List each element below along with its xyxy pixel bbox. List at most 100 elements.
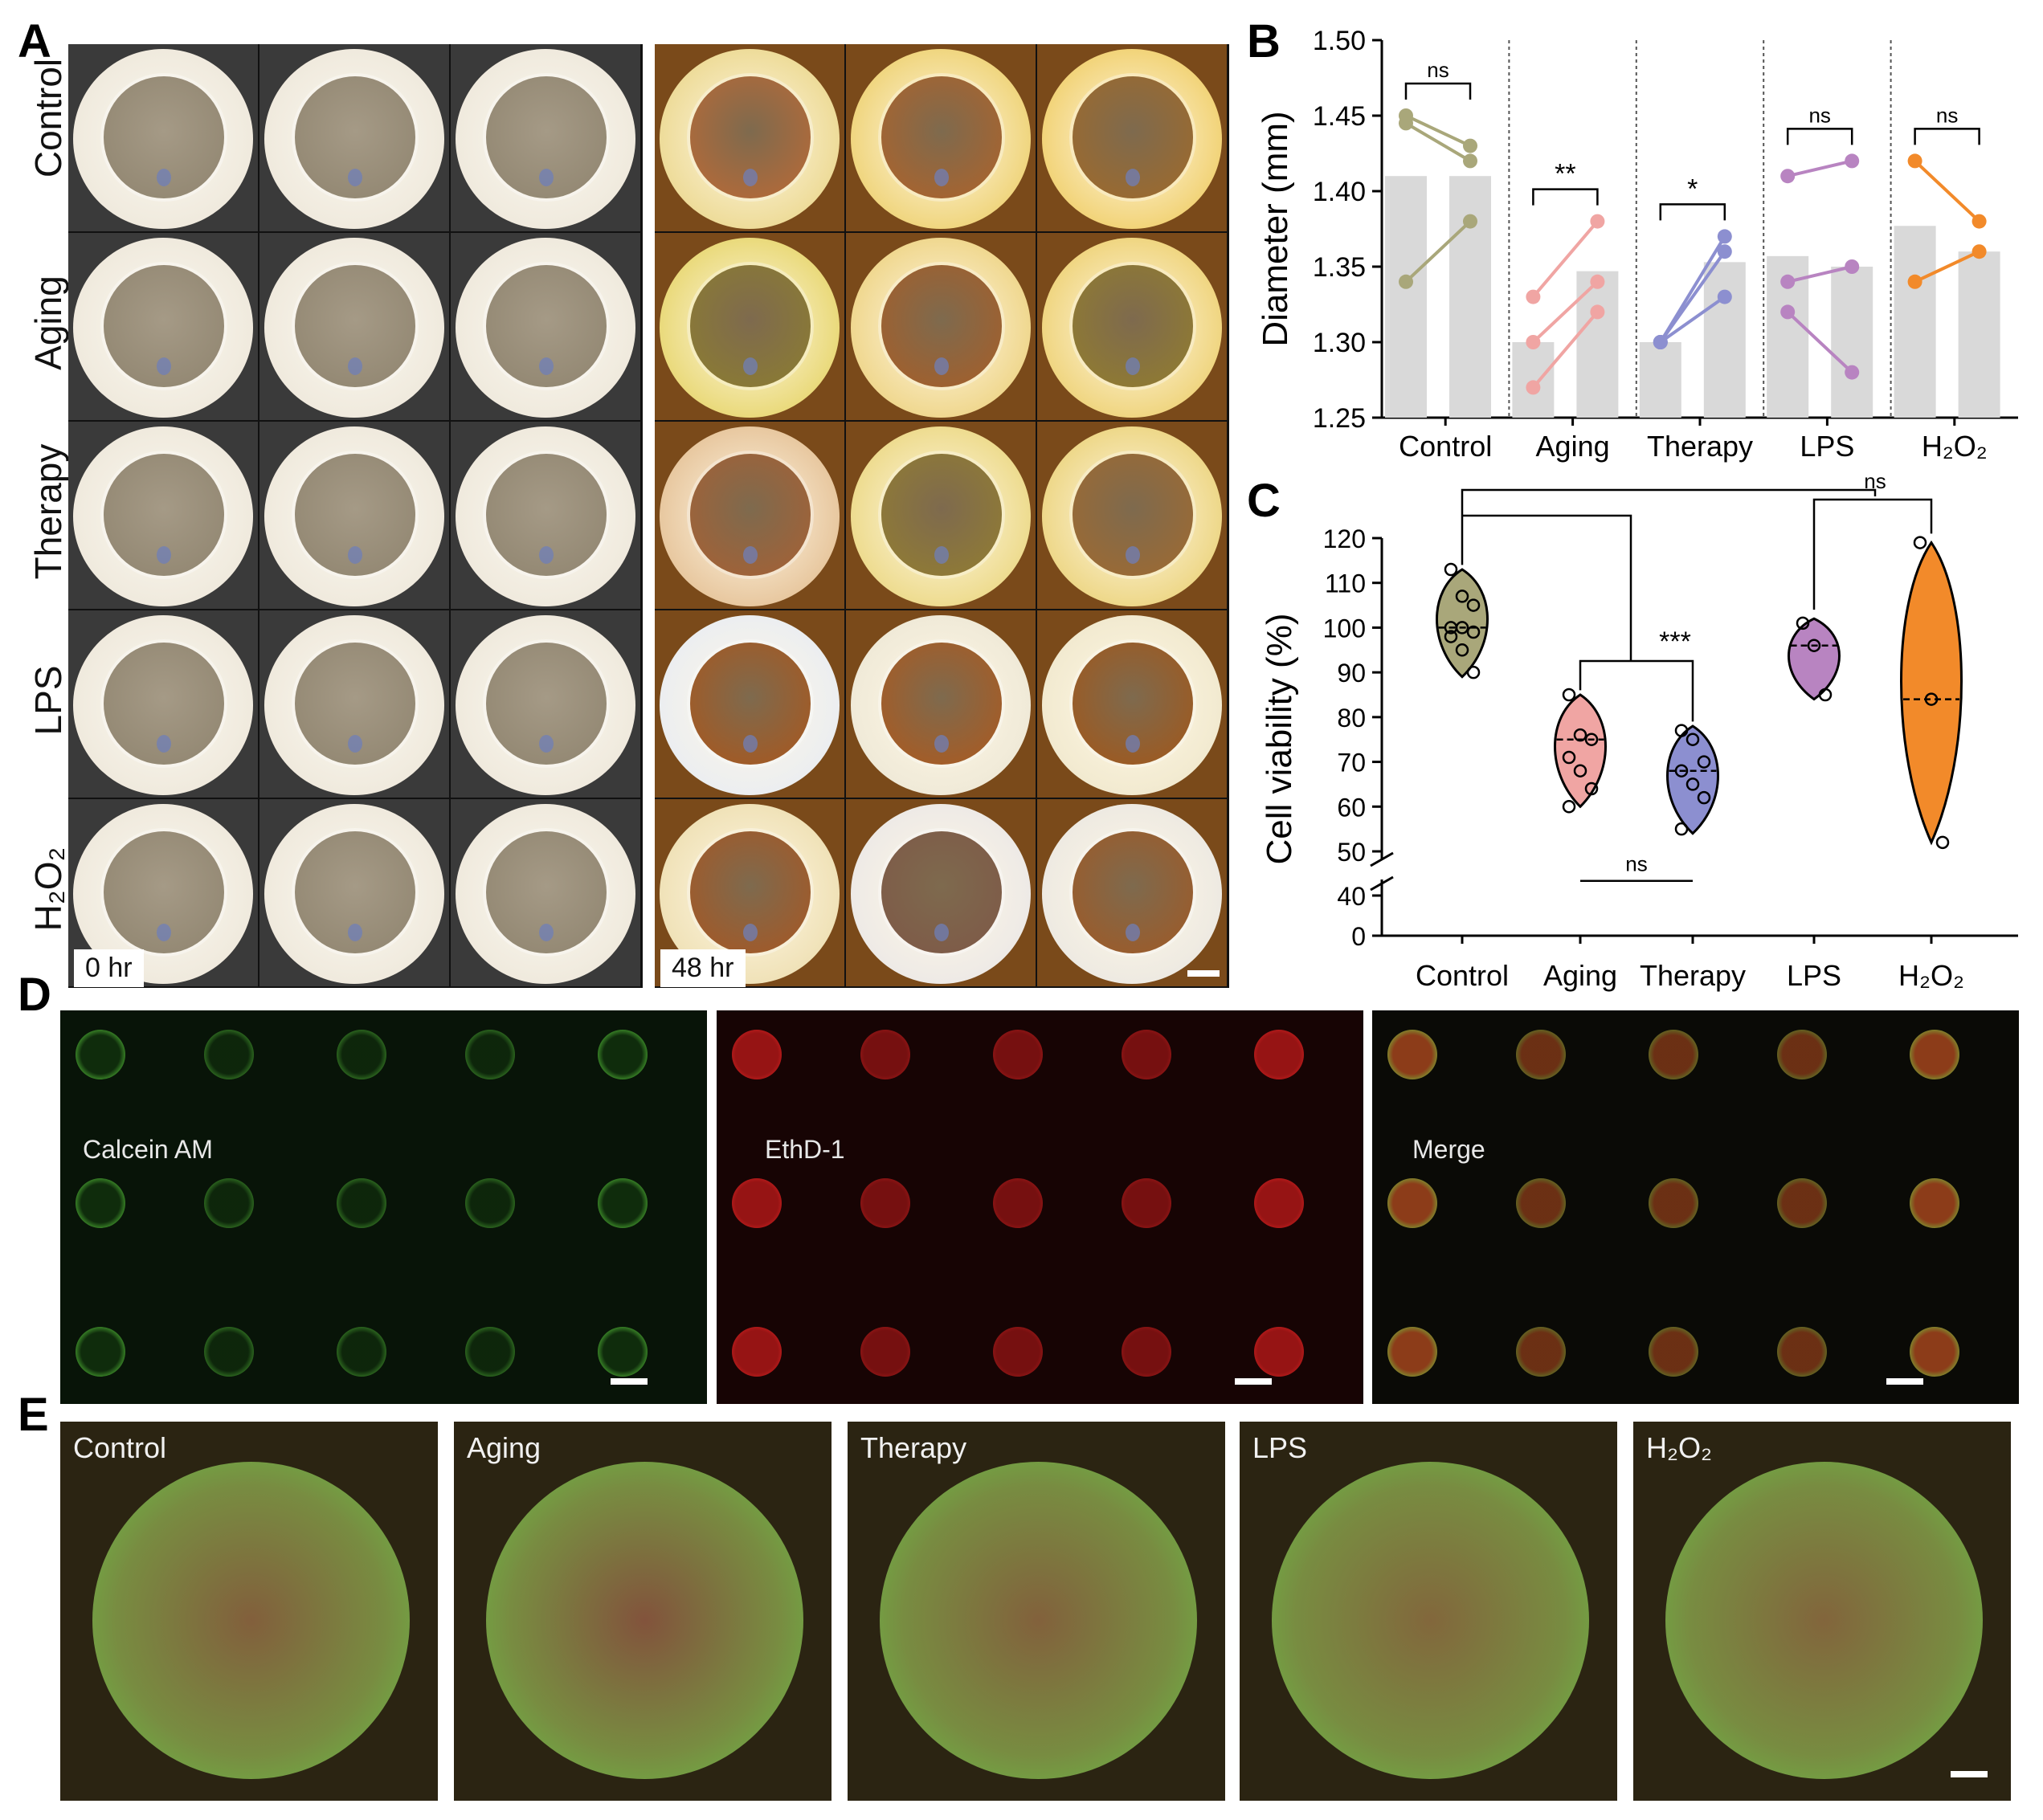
organoid <box>486 831 607 953</box>
stained-organoid <box>465 1178 515 1228</box>
bar-after <box>1958 251 2000 418</box>
data-point <box>1935 835 1950 850</box>
stained-organoid <box>465 1327 515 1377</box>
data-point <box>1455 643 1469 657</box>
a48-well-image <box>655 44 844 231</box>
organoid <box>1073 265 1193 387</box>
culture-dish <box>851 49 1031 229</box>
culture-dish <box>1042 804 1222 984</box>
y-tick-label: 120 <box>1323 524 1366 553</box>
data-point <box>1717 229 1732 244</box>
x-tick-label: Control <box>1416 959 1509 992</box>
a0-well-image <box>68 44 258 231</box>
a0-well-image <box>68 233 258 420</box>
y-tick-label: 100 <box>1323 614 1366 643</box>
reflection-spot <box>743 169 758 186</box>
paired-line <box>1405 114 1471 148</box>
organoid <box>881 454 1002 576</box>
sig-bracket <box>1786 128 1853 145</box>
reflection-spot <box>1126 546 1140 564</box>
reflection-spot <box>1126 735 1140 753</box>
stained-organoid <box>1254 1030 1304 1079</box>
data-point <box>1584 781 1599 796</box>
a48-well-image <box>655 610 844 798</box>
spheroid <box>486 1462 803 1779</box>
culture-dish <box>851 426 1031 606</box>
spheroid-label: Aging <box>467 1431 541 1464</box>
reflection-spot <box>1126 357 1140 375</box>
stained-organoid <box>465 1030 515 1079</box>
panel-letter-b: B <box>1247 15 1281 67</box>
paired-line <box>1531 311 1599 389</box>
data-point <box>1463 138 1477 153</box>
a48-well-image <box>1037 233 1227 420</box>
culture-dish <box>660 426 840 606</box>
reflection-spot <box>1126 169 1140 186</box>
y-tick-label: 110 <box>1325 569 1366 598</box>
sig-bracket <box>1532 188 1599 206</box>
data-point <box>1818 688 1833 702</box>
violin <box>1900 540 1963 846</box>
organoid <box>881 76 1002 198</box>
sig-bracket <box>1579 659 1694 722</box>
reflection-spot <box>157 169 171 186</box>
data-point <box>1674 822 1689 836</box>
y-tick-label: 0 <box>1351 922 1366 951</box>
data-point <box>1573 764 1587 777</box>
organoid <box>295 76 415 198</box>
data-point <box>1590 214 1605 229</box>
culture-dish <box>456 426 635 606</box>
data-point <box>1845 259 1860 274</box>
spheroid-image: Aging <box>454 1422 832 1801</box>
stained-organoid <box>1777 1030 1827 1079</box>
row-label-therapy: Therapy <box>27 443 69 580</box>
stained-organoid <box>598 1327 648 1377</box>
data-point <box>1573 728 1587 742</box>
y-tick-label: 60 <box>1337 793 1366 822</box>
spheroid-image: Therapy <box>848 1422 1225 1801</box>
paired-line <box>1787 159 1853 178</box>
spheroid-image: H₂O₂ <box>1633 1422 2011 1801</box>
spheroid-label: Therapy <box>860 1431 967 1464</box>
data-point <box>1717 244 1732 259</box>
bar-after <box>1576 271 1619 418</box>
paired-line <box>1787 265 1853 284</box>
reflection-spot <box>934 169 949 186</box>
a0-well-image <box>451 233 640 420</box>
fluorescence-calcein: Calcein AM <box>60 1010 707 1404</box>
data-point <box>1466 625 1481 639</box>
paired-line <box>1532 280 1599 344</box>
panel-letter-c: C <box>1247 475 1281 527</box>
a48-well-image <box>846 44 1036 231</box>
organoid <box>104 454 224 576</box>
a48-well-image <box>846 799 1036 986</box>
sig-label: ns <box>1427 58 1448 82</box>
sig-label: ns <box>1625 852 1647 876</box>
sig-bracket <box>1659 203 1726 221</box>
bar-after <box>1831 267 1873 418</box>
a48-well-image <box>1037 799 1227 986</box>
y-tick-label: 1.50 <box>1313 26 1366 56</box>
sig-bracket <box>1812 498 1933 610</box>
paired-line <box>1404 121 1472 163</box>
paired-line <box>1404 220 1472 284</box>
violin <box>1554 693 1607 809</box>
stained-organoid <box>1254 1178 1304 1228</box>
reflection-spot <box>157 735 171 753</box>
time-label-48hr: 48 hr <box>660 949 746 987</box>
y-tick-label: 80 <box>1337 704 1366 732</box>
data-point <box>1463 153 1477 169</box>
reflection-spot <box>934 357 949 375</box>
paired-line <box>1659 295 1726 344</box>
stained-organoid <box>1777 1327 1827 1377</box>
reflection-spot <box>743 735 758 753</box>
organoid <box>881 831 1002 953</box>
reflection-spot <box>157 546 171 564</box>
data-point <box>1674 764 1689 777</box>
data-point <box>1924 692 1939 706</box>
organoid <box>486 265 607 387</box>
culture-dish <box>851 615 1031 795</box>
reflection-spot <box>157 357 171 375</box>
reflection-spot <box>743 546 758 564</box>
reflection-spot <box>743 357 758 375</box>
